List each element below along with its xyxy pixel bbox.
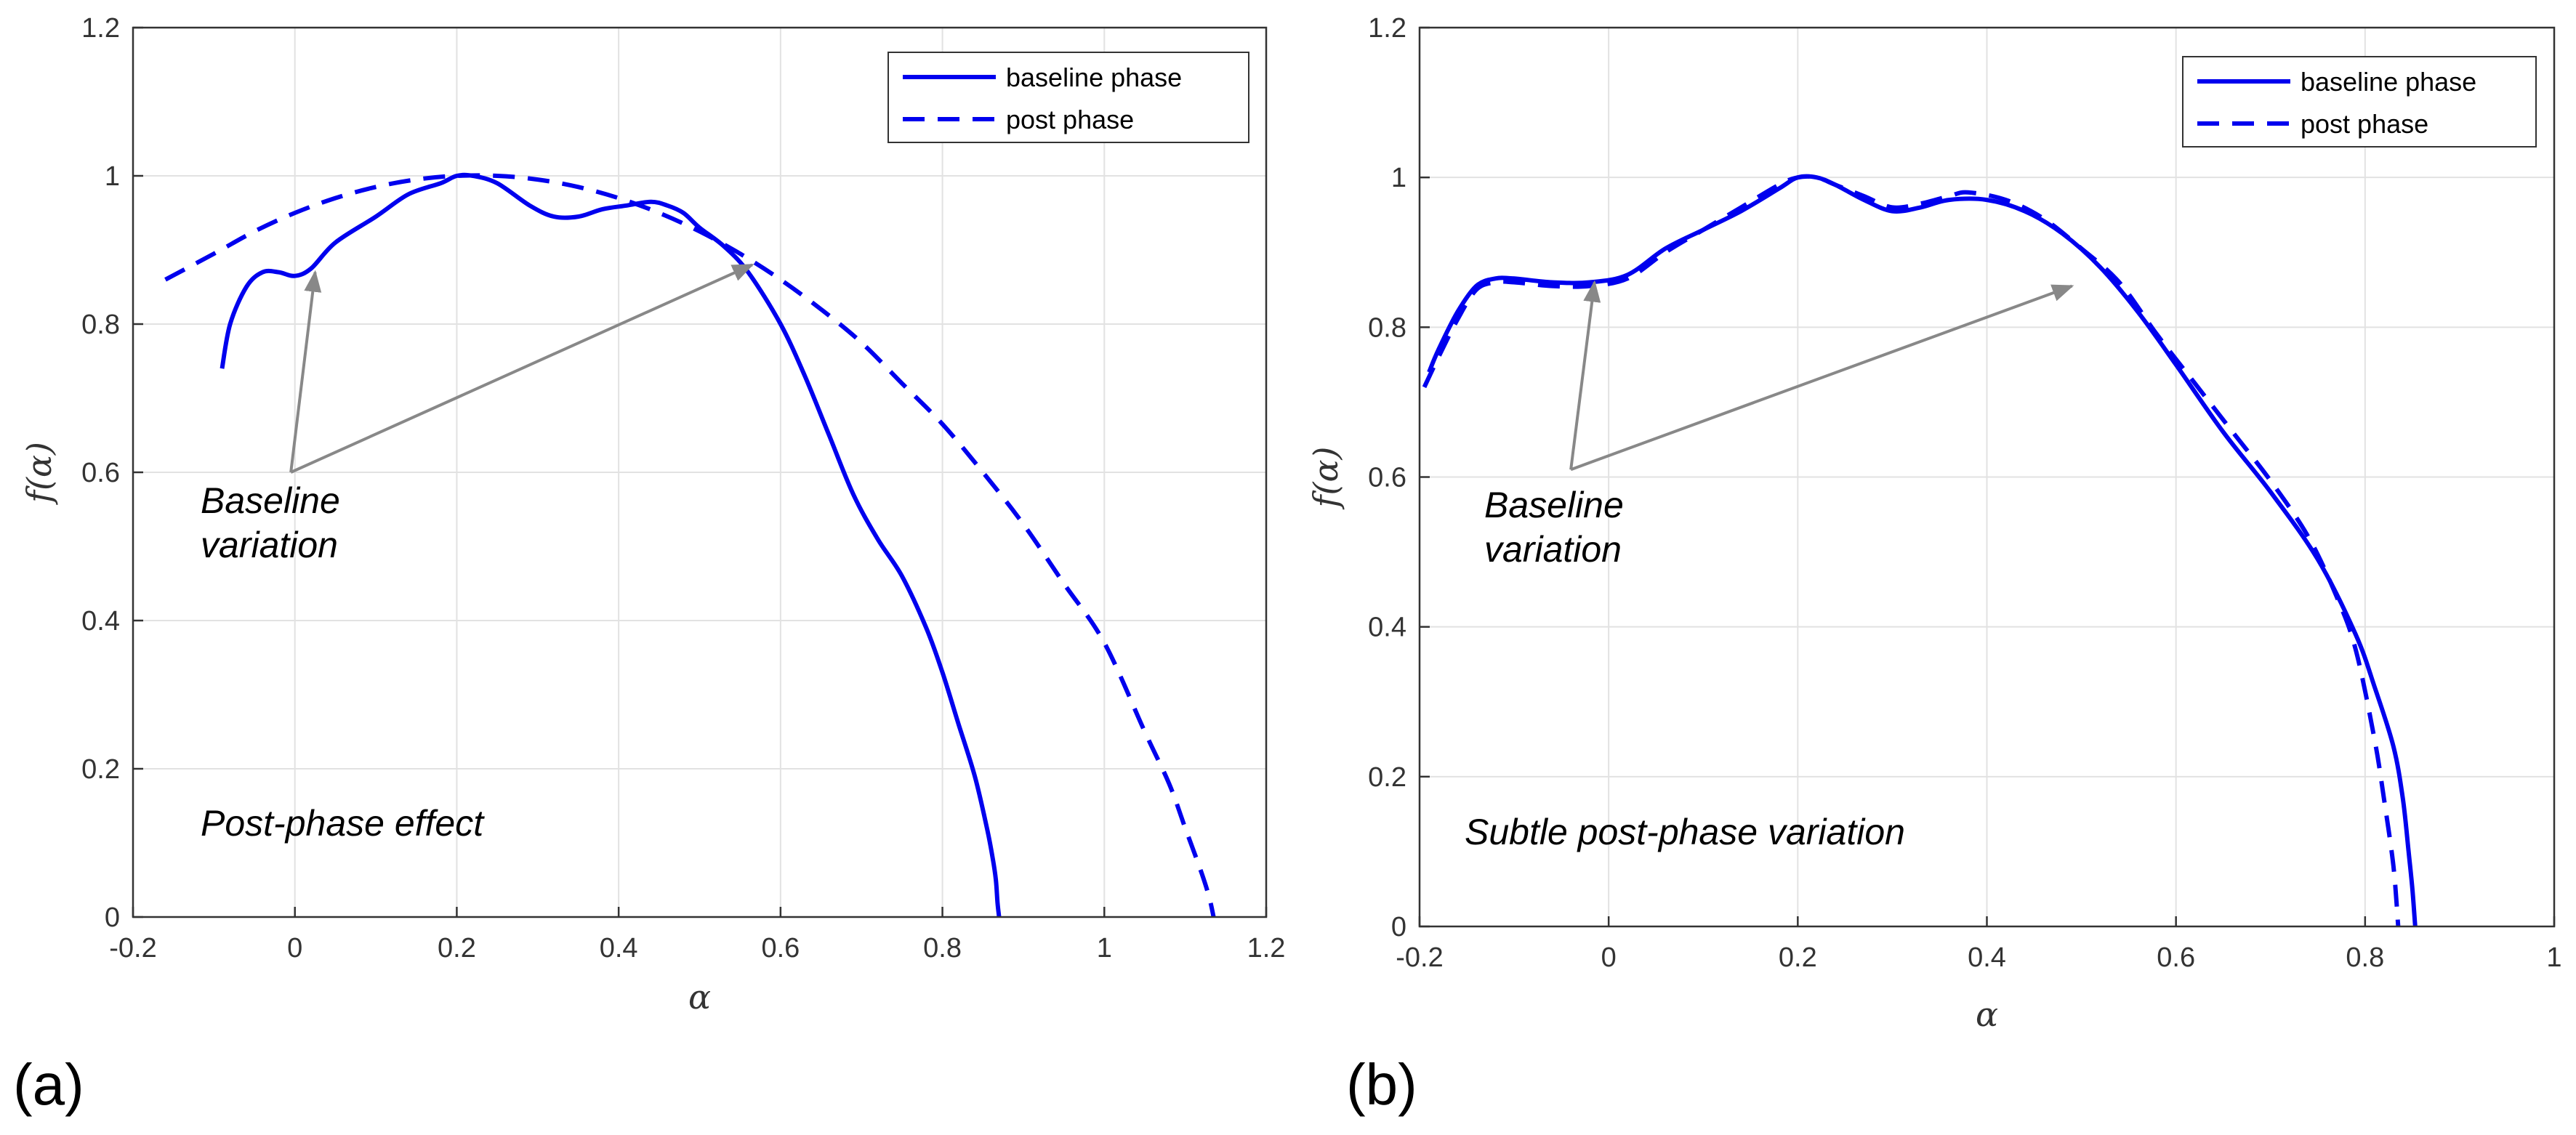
y-tick-label: 1.2: [1368, 13, 1406, 44]
y-tick-label: 1: [105, 161, 120, 192]
annotation-effect-title: Subtle post-phase variation: [1465, 812, 1905, 852]
y-tick-label: 0.8: [1368, 312, 1406, 343]
y-tick-label: 0.6: [81, 458, 120, 488]
annotation-effect-title: Post-phase effect: [201, 803, 485, 844]
chart-panel-b: -0.2 0 0.2 0.4 0.6 0.8 100.20.40.60.811.2αf(α)…: [1306, 13, 2562, 1117]
x-tick-label: 0.8: [2346, 942, 2384, 973]
x-tick-label: 0.4: [1968, 942, 2006, 973]
annotation-arrow: [290, 263, 754, 474]
y-tick-label: 0.8: [81, 310, 120, 340]
y-tick-label: 0: [1391, 912, 1406, 942]
annotation-baseline-variation: variation: [1484, 529, 1622, 570]
series-line-baseline-phase: [220, 172, 1002, 918]
annotation-baseline-variation: Baseline: [201, 480, 340, 521]
x-axis-label: α: [1976, 995, 1998, 1034]
x-tick-label: -0.2: [1396, 942, 1443, 973]
y-tick-label: 1.2: [81, 13, 120, 44]
legend-label-baseline-phase: baseline phase: [1006, 62, 1182, 92]
legend: baseline phase post phase: [2182, 56, 2537, 148]
annotation-arrow: [1570, 284, 2074, 472]
y-tick-label: 1: [1391, 163, 1406, 193]
x-tick-label: 1.2: [1247, 933, 1286, 964]
x-tick-label: -0.2: [109, 933, 156, 964]
annotation-arrow: [289, 270, 322, 473]
y-axis-label: f(α): [1306, 447, 1345, 510]
legend-box: [887, 52, 1249, 143]
x-axis-label: α: [688, 977, 711, 1017]
x-tick-label: 0: [287, 933, 302, 964]
y-tick-label: 0: [105, 902, 120, 933]
y-axis-label: f(α): [20, 442, 59, 505]
y-tick-label: 0.4: [1368, 613, 1406, 643]
panel-label: (b): [1346, 1052, 1417, 1117]
legend-box: [2182, 56, 2537, 148]
annotation-arrow: [1569, 280, 1601, 470]
y-tick-label: 0.2: [1368, 762, 1406, 793]
annotation-baseline-variation: Baseline: [1484, 485, 1624, 525]
x-tick-label: 0.4: [600, 933, 638, 964]
series-line-baseline-phase: [1427, 174, 2418, 927]
panel-label: (a): [13, 1052, 84, 1117]
x-tick-label: 1: [1097, 933, 1112, 964]
x-tick-label: 0.6: [761, 933, 800, 964]
legend-label-baseline-phase: baseline phase: [2301, 67, 2476, 97]
series-line-post-phase: [1422, 174, 2401, 927]
legend: baseline phase post phase: [887, 52, 1249, 143]
y-tick-label: 0.6: [1368, 463, 1406, 493]
y-tick-label: 0.4: [81, 606, 120, 637]
x-tick-label: 0.6: [2157, 942, 2195, 973]
x-tick-label: 0.2: [1779, 942, 1817, 973]
chart-panel-a: -0.2 0 0.2 0.4 0.6 0.8 1 1.200.20.40.60.811.2αf…: [13, 13, 1285, 1117]
series-line-post-phase: [164, 173, 1216, 918]
legend-label-post-phase: post phase: [1006, 105, 1134, 134]
x-tick-label: 0.2: [438, 933, 476, 964]
legend-label-post-phase: post phase: [2301, 109, 2428, 139]
x-tick-label: 0: [1601, 942, 1617, 973]
x-tick-label: 0.8: [923, 933, 962, 964]
y-tick-label: 0.2: [81, 754, 120, 785]
annotation-baseline-variation: variation: [201, 525, 338, 565]
x-tick-label: 1: [2546, 942, 2561, 973]
